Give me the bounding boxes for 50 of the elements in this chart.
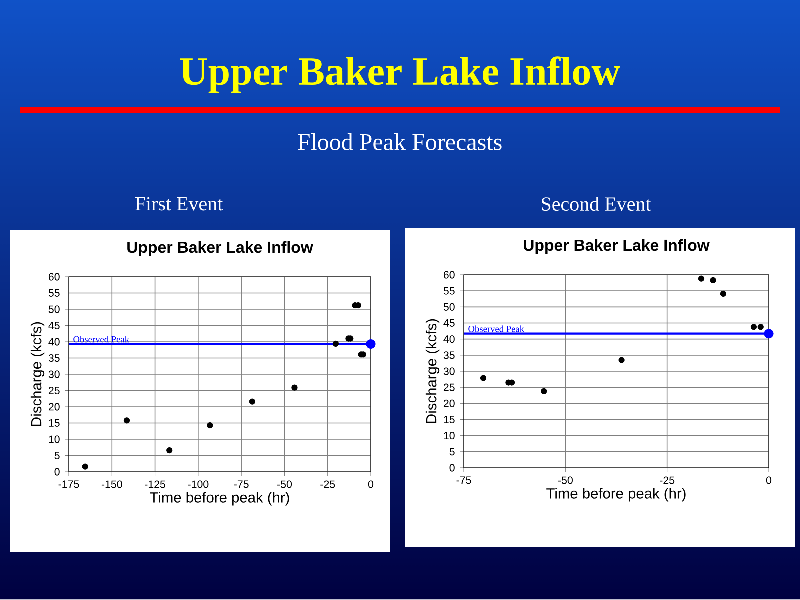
x-tick-label: -25 (320, 480, 336, 488)
y-tick-label: 0 (450, 464, 455, 472)
y-axis-title: Discharge (kcfs) (30, 322, 45, 426)
y-tick-label: 55 (48, 290, 60, 297)
x-tick-label: -100 (188, 480, 209, 488)
x-axis-title: Time before peak (hr) (150, 492, 290, 506)
y-tick-label: 0 (54, 468, 60, 476)
ref-line-label: Observed Peak (468, 326, 524, 332)
y-axis-title: Discharge (kcfs) (426, 319, 440, 424)
y-tick-label: 15 (49, 420, 60, 427)
y-tick-label: 30 (48, 370, 60, 378)
y-tick-label: 50 (444, 303, 455, 311)
text: Upper Baker Lake Inflow (180, 56, 620, 94)
ref-line-label: Observed Peak (74, 336, 130, 343)
y-tick-label: 20 (444, 400, 455, 408)
x-tick-label: -50 (277, 480, 292, 488)
chart-title: Upper Baker Lake Inflow (524, 239, 710, 254)
y-tick-label: 55 (444, 287, 455, 295)
x-tick-label: 0 (368, 480, 374, 488)
y-tick-label: 60 (48, 273, 60, 281)
y-tick-label: 45 (48, 322, 60, 330)
y-tick-label: 45 (444, 320, 455, 327)
y-tick-label: 35 (48, 354, 60, 362)
x-axis-title: Time before peak (hr) (546, 488, 686, 502)
text: Flood Peak Forecasts (298, 134, 502, 150)
chart-title: Upper Baker Lake Inflow (128, 241, 314, 256)
y-tick-label: 5 (450, 448, 455, 456)
x-tick-label: -125 (145, 480, 166, 488)
x-tick-label: -175 (58, 480, 80, 488)
y-tick-label: 20 (48, 403, 60, 411)
x-tick-label: -75 (456, 476, 472, 484)
y-tick-label: 25 (48, 386, 60, 395)
x-tick-label: 0 (766, 476, 772, 484)
y-tick-label: 10 (49, 436, 60, 444)
y-tick-label: 30 (444, 368, 455, 376)
chart-subtitle: First Event (135, 197, 224, 211)
y-tick-label: 10 (444, 432, 455, 440)
x-tick-label: -150 (102, 480, 122, 488)
chart-subtitle: Second Event (542, 196, 652, 212)
x-tick-label: -50 (558, 476, 573, 484)
y-tick-label: 40 (444, 336, 455, 344)
y-tick-label: 35 (444, 352, 455, 360)
y-tick-label: 60 (444, 271, 455, 279)
x-tick-label: -25 (660, 476, 675, 484)
y-tick-label: 15 (444, 416, 455, 424)
x-tick-label: -75 (234, 480, 249, 488)
y-tick-label: 40 (48, 338, 60, 346)
y-tick-label: 50 (48, 306, 60, 314)
y-tick-label: 5 (54, 452, 60, 460)
y-tick-label: 25 (444, 384, 455, 392)
